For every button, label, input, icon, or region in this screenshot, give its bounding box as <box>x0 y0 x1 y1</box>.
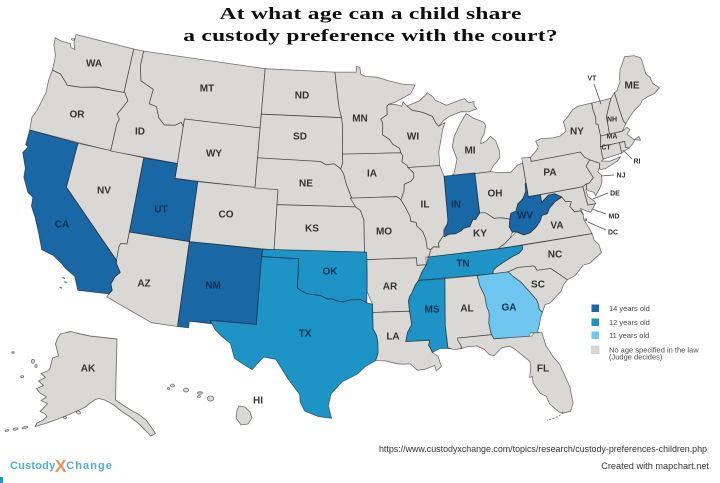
svg-text:GA: GA <box>502 303 517 314</box>
svg-text:CO: CO <box>219 210 234 221</box>
svg-text:MN: MN <box>352 114 368 125</box>
svg-text:IL: IL <box>421 200 430 211</box>
svg-text:CT: CT <box>601 145 611 152</box>
svg-text:NV: NV <box>97 186 111 197</box>
svg-text:(Judge decides): (Judge decides) <box>609 353 663 362</box>
svg-text:VT: VT <box>588 76 598 83</box>
svg-text:IN: IN <box>451 200 461 211</box>
svg-text:FL: FL <box>537 364 549 375</box>
svg-text:PA: PA <box>543 168 556 179</box>
svg-text:NM: NM <box>205 281 221 292</box>
svg-text:OH: OH <box>488 189 503 200</box>
svg-text:VA: VA <box>550 221 563 232</box>
svg-text:HI: HI <box>253 396 263 407</box>
svg-text:MA: MA <box>607 134 618 141</box>
svg-text:ME: ME <box>625 81 640 92</box>
svg-text:14 years old: 14 years old <box>609 304 650 313</box>
svg-text:KY: KY <box>473 229 487 240</box>
svg-text:DE: DE <box>610 191 620 198</box>
svg-text:No age specified in the law: No age specified in the law <box>609 346 699 355</box>
svg-text:SD: SD <box>293 132 307 143</box>
svg-text:WA: WA <box>86 59 102 70</box>
svg-text:IA: IA <box>367 169 377 180</box>
svg-text:SC: SC <box>531 280 545 291</box>
svg-text:OK: OK <box>323 267 339 278</box>
svg-text:NE: NE <box>299 179 313 190</box>
svg-text:NJ: NJ <box>617 173 626 180</box>
svg-text:NY: NY <box>570 127 584 138</box>
svg-text:TN: TN <box>456 259 469 270</box>
svg-text:MS: MS <box>425 305 440 316</box>
svg-text:ND: ND <box>295 91 309 102</box>
svg-text:WY: WY <box>206 149 222 160</box>
svg-text:KS: KS <box>305 224 319 235</box>
svg-text:UT: UT <box>154 205 167 216</box>
svg-text:LA: LA <box>386 332 399 343</box>
svg-text:11 years old: 11 years old <box>609 331 649 340</box>
svg-text:12 years old: 12 years old <box>609 318 650 327</box>
svg-text:AZ: AZ <box>137 279 150 290</box>
svg-text:AK: AK <box>81 364 96 375</box>
svg-text:AR: AR <box>383 282 398 293</box>
svg-text:NC: NC <box>548 250 562 261</box>
svg-text:MI: MI <box>464 146 475 157</box>
svg-text:WI: WI <box>407 132 419 143</box>
svg-text:MO: MO <box>376 227 392 238</box>
svg-text:AL: AL <box>460 304 473 315</box>
svg-text:DC: DC <box>608 230 618 237</box>
svg-text:MD: MD <box>609 214 620 221</box>
svg-text:MT: MT <box>200 84 214 95</box>
svg-text:CA: CA <box>55 220 69 231</box>
svg-text:OR: OR <box>70 110 86 121</box>
svg-text:ID: ID <box>135 127 145 138</box>
svg-text:TX: TX <box>299 329 312 340</box>
svg-text:WV: WV <box>517 211 533 222</box>
svg-text:NH: NH <box>607 117 617 124</box>
svg-text:RI: RI <box>634 159 641 166</box>
